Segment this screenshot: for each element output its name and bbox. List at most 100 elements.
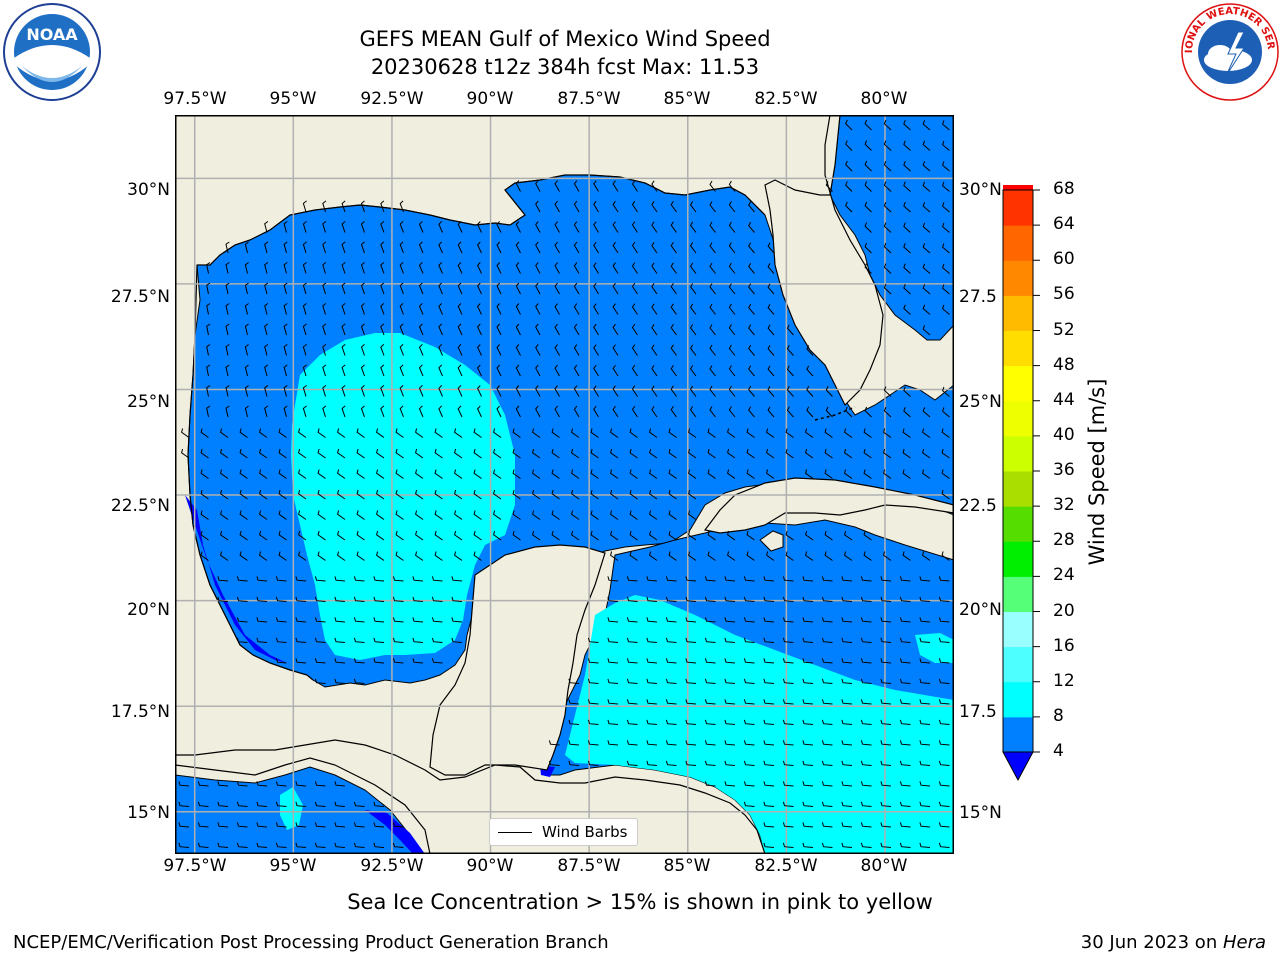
wind-barb [264, 282, 269, 295]
wind-barb [670, 324, 677, 336]
wind-barb [767, 385, 775, 397]
wind-barb [264, 221, 269, 233]
wind-barb [707, 469, 716, 479]
wind-barb [743, 719, 755, 725]
wind-barb [707, 551, 716, 561]
wind-barb [844, 448, 853, 459]
wind-barb [515, 303, 521, 315]
florida-land [764, 115, 884, 407]
wind-barb [922, 551, 931, 561]
wind-barb [573, 323, 580, 336]
wind-barb [919, 822, 931, 828]
wind-barb [568, 678, 580, 684]
wind-barb [902, 448, 911, 459]
colorbar-segment [1003, 225, 1033, 261]
wind-barb [743, 658, 755, 664]
wind-barb [607, 658, 619, 664]
wind-barb [821, 719, 833, 725]
wind-barb [590, 489, 599, 500]
wind-barb [593, 385, 599, 397]
wind-barb [256, 842, 268, 848]
wind-barb [283, 241, 288, 254]
wind-barb [376, 551, 385, 561]
wind-barb [353, 576, 365, 582]
wind-barb [646, 637, 658, 643]
wind-barb [457, 241, 463, 254]
lat-label-right: 15°N [959, 803, 1002, 823]
colorbar-tick-label: 8 [1053, 705, 1064, 726]
wind-barb [322, 262, 327, 274]
colorbar-tick-label: 28 [1053, 530, 1075, 551]
wind-barb [880, 822, 892, 828]
wind-barb [767, 303, 775, 315]
wind-barb [554, 344, 560, 356]
wind-barb [256, 637, 268, 643]
wind-barb [607, 576, 619, 582]
wind-barb [283, 405, 288, 418]
wind-barb [821, 842, 833, 848]
wind-barb [785, 551, 794, 561]
wind-barb [302, 344, 307, 356]
wind-barb [200, 530, 209, 541]
wind-barb [863, 530, 872, 541]
wind-barb [264, 405, 269, 418]
wind-barb [763, 617, 775, 623]
wind-barb [438, 344, 443, 356]
wind-barb [283, 385, 288, 397]
wind-barb [767, 406, 775, 418]
wind-barb [295, 637, 307, 643]
wind-barb [412, 576, 424, 582]
wind-barb [802, 760, 814, 766]
wind-barb [451, 576, 463, 582]
legend-label: Wind Barbs [542, 823, 628, 841]
wind-barb [593, 364, 599, 377]
wind-barb [860, 719, 872, 725]
isla-de-la-juventud-land [759, 530, 784, 552]
wind-barb [880, 699, 892, 705]
wind-barb [573, 241, 580, 254]
wind-barb [438, 323, 443, 336]
wind-barb [220, 530, 229, 541]
wind-barb [236, 637, 248, 643]
wind-barb [200, 469, 209, 479]
wind-barb [707, 428, 716, 438]
wind-barb [239, 469, 248, 479]
wind-barb [922, 222, 931, 233]
wind-barb [395, 530, 404, 541]
wind-barb [225, 344, 230, 356]
wind-barb [264, 303, 269, 315]
wind-barb [802, 596, 814, 602]
wind-barb [805, 428, 814, 438]
wind-barb [880, 719, 892, 725]
colorbar-segment [1003, 435, 1033, 472]
wind-barb [418, 405, 424, 418]
wind-barb [473, 489, 482, 500]
wind-barb [903, 202, 911, 213]
wind-barb [334, 617, 346, 623]
lon-label-top: 95°W [269, 89, 317, 109]
wind-barb [239, 489, 248, 500]
wind-barb [746, 448, 755, 459]
lon-label-top: 80°W [860, 89, 908, 109]
wind-barb [899, 801, 911, 807]
wind-barb [748, 303, 755, 315]
wind-barb [646, 576, 658, 582]
wind-barb [554, 385, 560, 397]
wind-barb [206, 282, 211, 295]
wind-barb [473, 469, 482, 479]
wind-barb [860, 678, 872, 684]
wind-barb [670, 365, 677, 377]
wind-barb [431, 637, 443, 643]
wind-barb [454, 489, 463, 500]
wind-barb [631, 385, 638, 397]
wind-barb [767, 262, 775, 274]
colorbar-segment [1003, 471, 1033, 507]
wind-barb [515, 180, 521, 192]
wind-barb [709, 180, 716, 192]
wind-barb [302, 364, 307, 377]
wind-barb [551, 469, 560, 479]
wind-barb [942, 407, 950, 418]
wind-barb [919, 617, 931, 623]
wind-barb [938, 719, 950, 725]
wind-barb [607, 740, 619, 746]
